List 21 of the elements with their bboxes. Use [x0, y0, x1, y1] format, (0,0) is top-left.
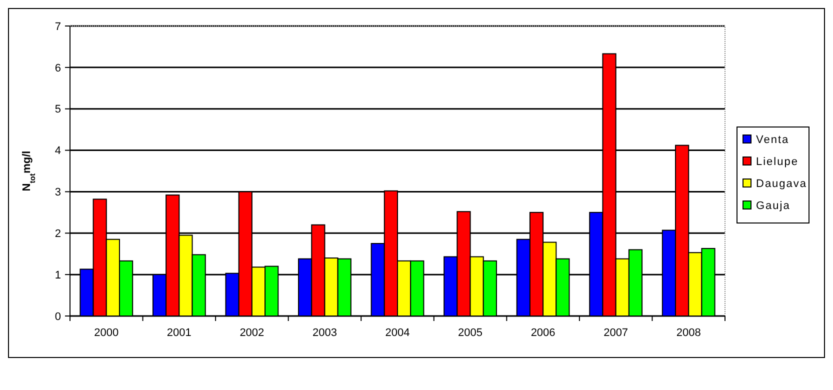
- x-tick-label: 2007: [604, 327, 628, 339]
- y-tick-label: 2: [54, 228, 61, 240]
- x-tick-label: 2004: [385, 327, 410, 339]
- y-tick-label: 1: [54, 269, 61, 282]
- legend-label: Lielupe: [756, 156, 798, 168]
- legend-label: Daugava: [756, 178, 808, 190]
- x-tick-label: 2005: [458, 327, 483, 339]
- legend-label: Gauja: [756, 200, 790, 212]
- legend-label: Venta: [756, 134, 790, 146]
- y-tick-label: 4: [54, 145, 61, 158]
- y-tick-label: 6: [54, 62, 61, 74]
- y-tick-label: 0: [54, 310, 61, 323]
- x-tick-label: 2008: [676, 327, 701, 339]
- x-tick-label: 2001: [166, 327, 192, 339]
- x-tick-label: 2006: [530, 327, 556, 339]
- x-tick-label: 2002: [240, 327, 264, 339]
- x-tick-label: 2003: [312, 327, 337, 339]
- y-tick-label: 3: [54, 186, 61, 199]
- y-tick-label: 5: [54, 104, 61, 116]
- x-tick-label: 2000: [94, 327, 119, 339]
- y-tick-label: 7: [54, 20, 61, 33]
